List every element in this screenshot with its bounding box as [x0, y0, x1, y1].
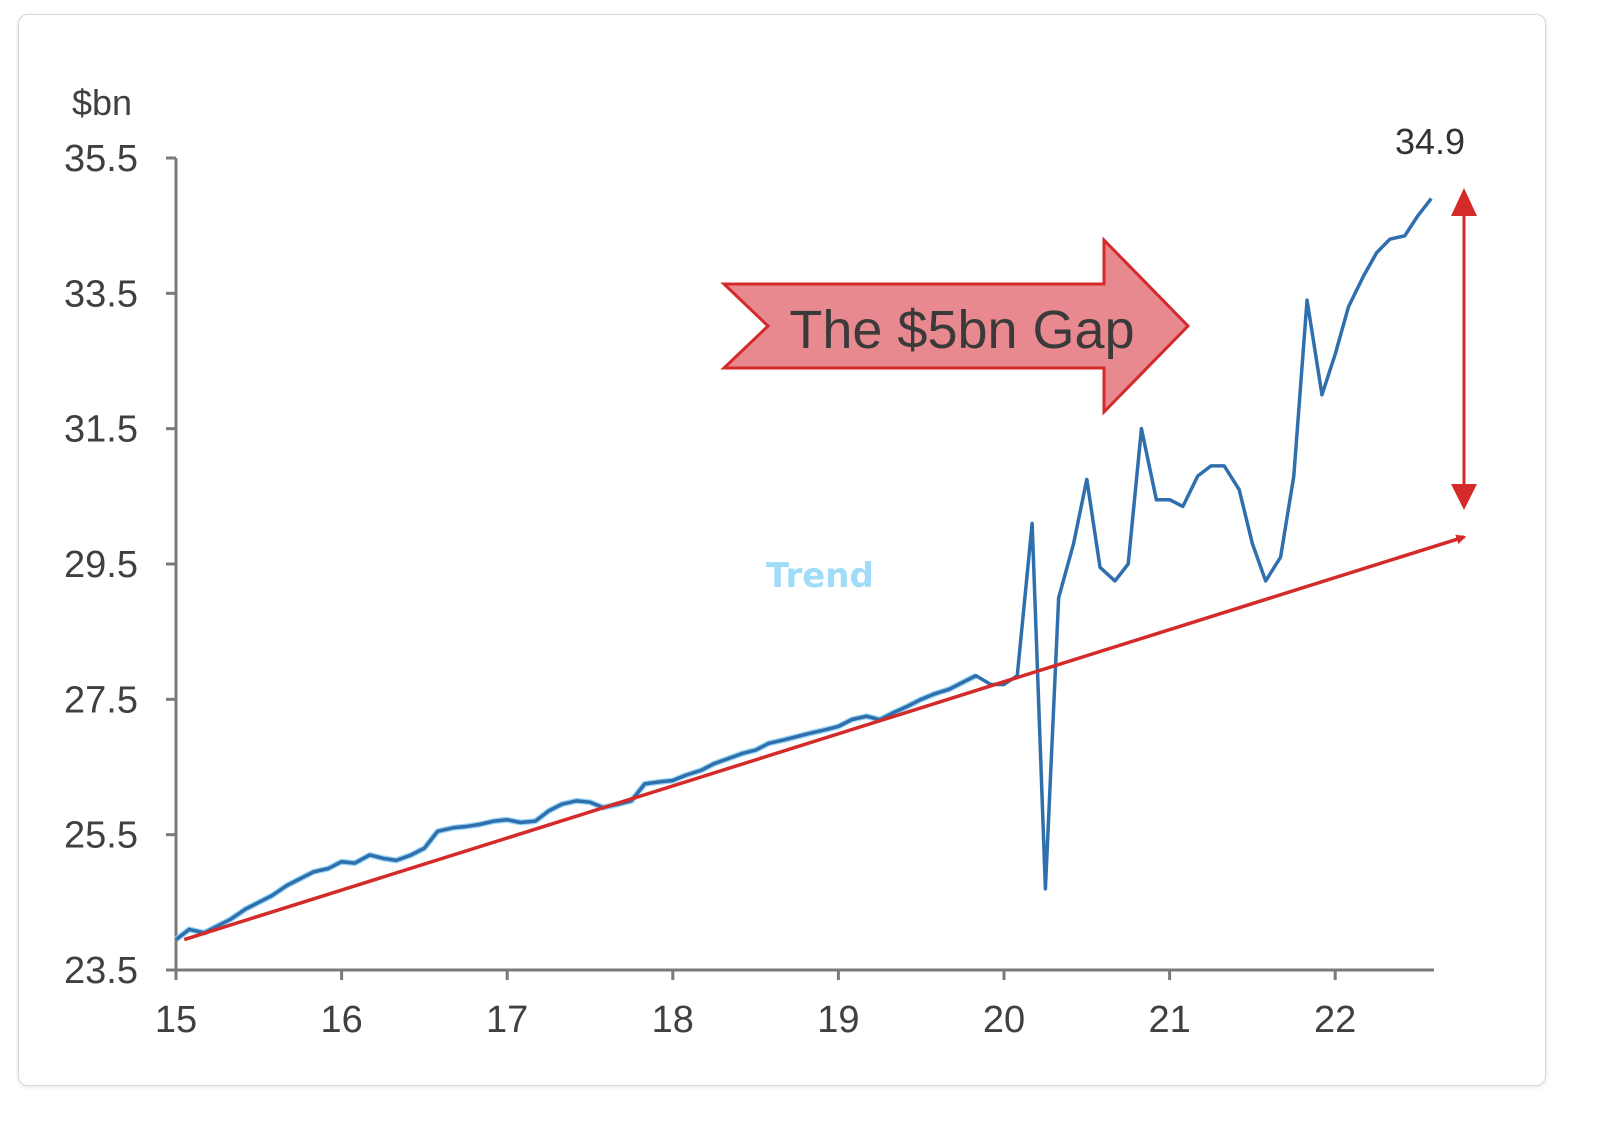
- ticks: 35.5 33.5 31.5 29.5 27.5 25.5 23.5 15 16 17 18 19 20…: [64, 138, 1356, 1041]
- y-tick-label: 35.5: [64, 138, 138, 180]
- trend-fit-line: [174, 672, 978, 942]
- gap-annotation: The $5bn Gap: [720, 188, 1477, 510]
- y-tick-label: 27.5: [64, 679, 138, 721]
- series-layer: [174, 197, 1467, 942]
- x-tick-label: 20: [983, 999, 1025, 1041]
- actual-series-line: [174, 197, 1433, 941]
- gap-arrow-shape: [720, 236, 1191, 416]
- y-tick-label: 25.5: [64, 815, 138, 857]
- x-tick-label: 15: [155, 999, 197, 1041]
- gap-arrowhead-bottom: [1451, 484, 1477, 510]
- trend-line: [183, 534, 1467, 942]
- x-tick-label: 17: [486, 999, 528, 1041]
- x-tick-label: 18: [652, 999, 694, 1041]
- y-tick-label: 31.5: [64, 409, 138, 451]
- x-tick-label: 21: [1148, 999, 1190, 1041]
- end-value-label: 34.9: [1395, 121, 1465, 162]
- chart-card: [18, 14, 1546, 1086]
- y-tick-label: 23.5: [64, 950, 138, 992]
- y-tick-label: 29.5: [64, 544, 138, 586]
- x-tick-label: 22: [1314, 999, 1356, 1041]
- gap-annotation-text: The $5bn Gap: [789, 300, 1134, 360]
- gap-arrowhead-top: [1451, 188, 1477, 216]
- x-tick-label: 19: [817, 999, 859, 1041]
- x-tick-label: 16: [320, 999, 362, 1041]
- y-tick-label: 33.5: [64, 273, 138, 315]
- trend-label: Trend: [766, 556, 874, 596]
- y-axis-unit-label: $bn: [72, 82, 132, 123]
